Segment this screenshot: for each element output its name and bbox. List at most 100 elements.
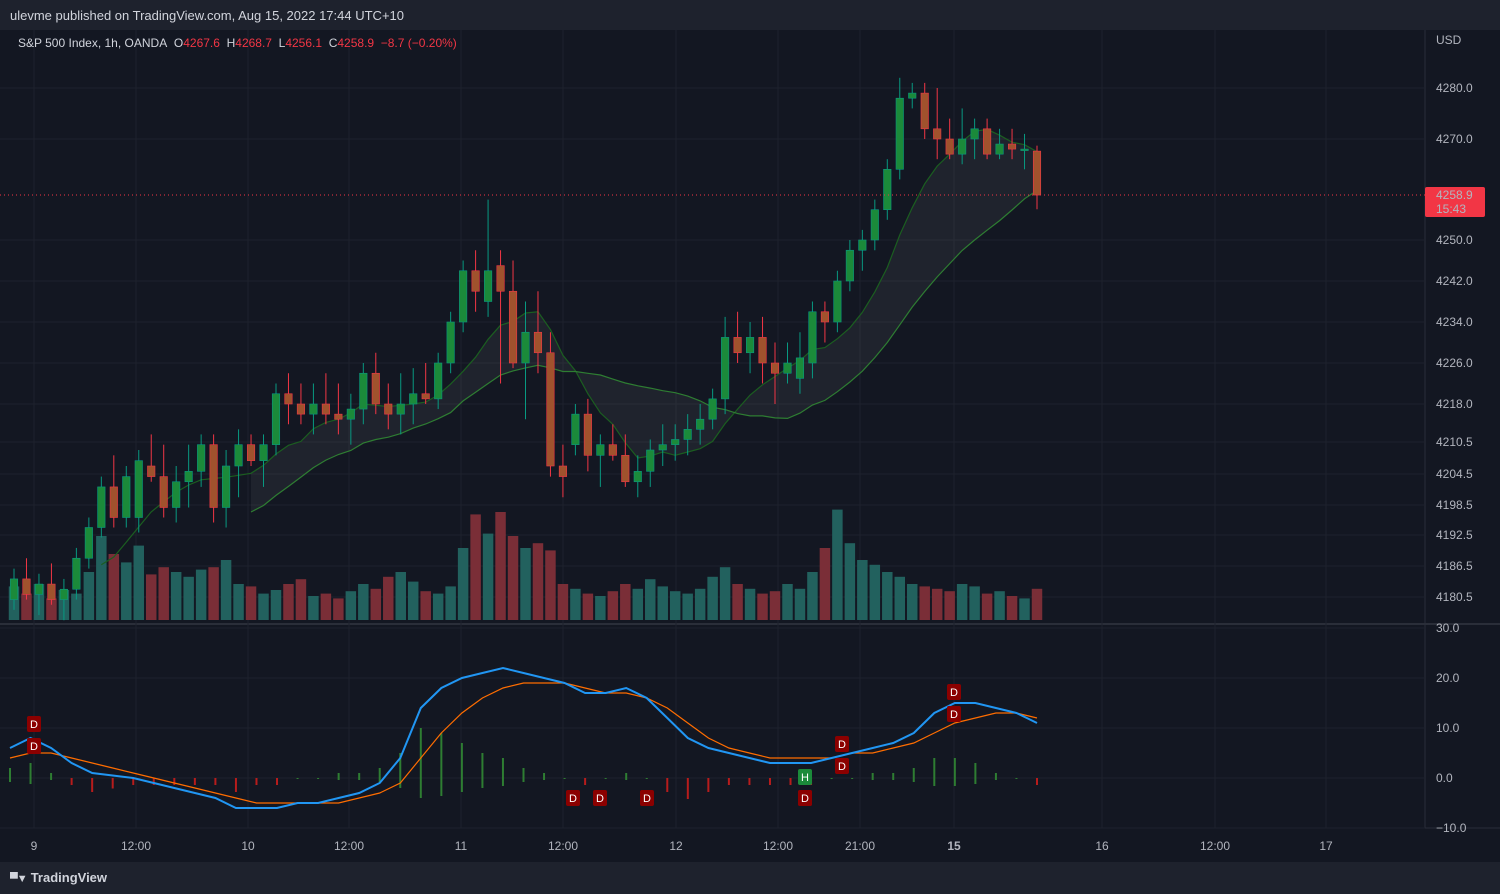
price-tick-label: 4210.5 — [1436, 435, 1473, 449]
price-tick-label: 4198.5 — [1436, 498, 1473, 512]
candle-body — [222, 465, 231, 508]
histogram-bar — [707, 778, 710, 792]
brand-name: TradingView — [30, 870, 108, 885]
volume-bar — [470, 514, 481, 620]
candle-body — [97, 486, 106, 528]
candle-body — [346, 408, 355, 420]
osc-tick-label: −10.0 — [1436, 821, 1467, 835]
histogram-bar — [317, 778, 320, 779]
candle-body — [259, 444, 268, 461]
time-tick-label: 11 — [455, 839, 468, 853]
time-tick-label: 21:00 — [845, 839, 875, 853]
osc-tick-label: 20.0 — [1436, 671, 1460, 685]
signal-marker-label: D — [596, 793, 604, 805]
volume-bar — [595, 596, 606, 620]
close-label: C — [328, 36, 338, 50]
histogram-bar — [625, 773, 628, 780]
volume-bar — [1019, 598, 1030, 620]
histogram-bar — [419, 728, 422, 798]
time-tick-label: 9 — [31, 839, 38, 853]
signal-marker-label: D — [30, 719, 38, 731]
candle-body — [246, 444, 256, 461]
candle-body — [883, 169, 892, 211]
histogram-bar — [666, 778, 669, 792]
volume-bar — [270, 590, 282, 620]
volume-bar — [358, 584, 369, 620]
histogram-bar — [851, 778, 854, 779]
candle-body — [296, 403, 305, 415]
candle-body — [371, 372, 380, 405]
histogram-bar — [645, 778, 648, 779]
volume-bar — [532, 543, 544, 620]
candle-body — [758, 337, 767, 364]
volume-bar — [782, 584, 793, 620]
candle-body — [22, 578, 31, 595]
volume-bar — [283, 584, 294, 620]
signal-marker-box — [835, 758, 849, 774]
histogram-bar — [563, 778, 566, 779]
histogram-bar — [91, 778, 94, 792]
candle-body — [870, 209, 879, 241]
candle-body — [945, 138, 954, 155]
candle-body — [384, 403, 393, 415]
volume-bar — [370, 588, 382, 620]
candle-body — [808, 311, 817, 364]
candle-body — [159, 476, 168, 508]
volume-bar — [794, 588, 806, 620]
candle-body — [646, 449, 655, 472]
signal-marker-label: D — [30, 741, 38, 753]
price-tick-label: 4280.0 — [1436, 81, 1473, 95]
volume-bar — [183, 576, 194, 620]
candle-body — [683, 429, 692, 440]
volume-bar — [495, 512, 506, 620]
histogram-bar — [111, 778, 114, 789]
signal-marker-label: D — [950, 709, 958, 721]
candle-body — [708, 398, 717, 420]
brand[interactable]: ▀▼ TradingView — [10, 870, 107, 885]
candle-body — [833, 280, 842, 323]
volume-bar — [732, 584, 743, 620]
volume-bar — [719, 567, 731, 620]
candle-body — [172, 481, 181, 508]
candle-body — [621, 455, 630, 483]
time-tick-label: 12 — [669, 839, 683, 853]
symbol-name[interactable]: S&P 500 Index, 1h, OANDA — [18, 36, 168, 50]
volume-bar — [333, 598, 344, 620]
signal-marker-box — [566, 790, 580, 806]
histogram-bar — [214, 778, 217, 785]
candle-body — [284, 393, 293, 405]
candle-body — [546, 352, 555, 467]
volume-bar — [195, 569, 207, 620]
volume-bar — [345, 591, 357, 620]
chart-area[interactable]: 4280.0 4270.0 4250.0 4242.0 4234.0 4226.0 4218… — [0, 30, 1500, 862]
candle-body — [1020, 148, 1029, 151]
slow-ma-line — [250, 190, 1038, 513]
candle-body — [596, 444, 605, 456]
volume-bar — [71, 593, 82, 620]
time-tick-label: 12:00 — [334, 839, 364, 853]
candle-body — [508, 290, 518, 364]
volume-bar — [1006, 596, 1018, 620]
candle-body — [533, 331, 543, 354]
price-tick-label: 4204.5 — [1436, 467, 1473, 481]
candle-body — [721, 337, 730, 400]
candle-body — [134, 460, 143, 518]
volume-bar — [320, 593, 332, 620]
candle-body — [309, 403, 318, 415]
histogram-bar — [522, 768, 525, 782]
histogram-bar — [481, 753, 484, 788]
price-tick-label: 4218.0 — [1436, 397, 1473, 411]
candle-body — [845, 249, 854, 282]
volume-bar — [46, 598, 57, 620]
histogram-bar — [255, 778, 258, 785]
candle-body — [496, 265, 505, 292]
signal-marker-label: D — [801, 793, 809, 805]
volume-bar — [395, 572, 406, 620]
candle-body — [271, 393, 281, 445]
volume-bar — [919, 586, 930, 620]
candle-body — [583, 413, 592, 456]
last-price-label: 4258.9 — [1436, 188, 1473, 202]
candle-body — [895, 97, 904, 170]
signal-marker-label: D — [643, 793, 651, 805]
volume-bar — [383, 576, 394, 620]
